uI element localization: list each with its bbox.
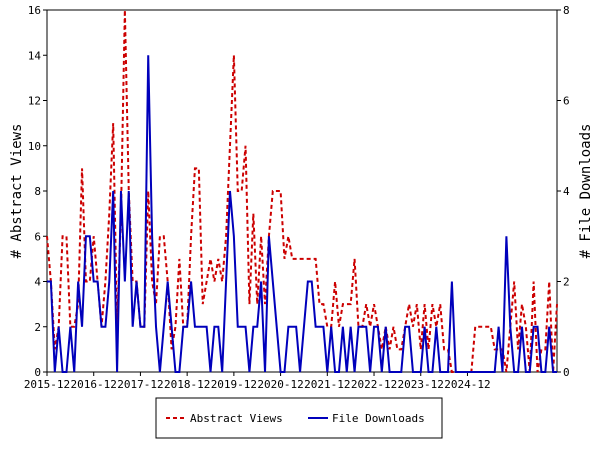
y-right-tick-label: 6 [563,95,570,108]
y-left-tick-label: 8 [34,185,41,198]
x-tick-label: 2022-12 [351,378,397,391]
series-layer [46,9,558,373]
y-left-tick-label: 16 [28,4,41,17]
axis-labels: # Abstract Views # File Downloads [9,124,594,259]
y-left-tick-label: 12 [28,95,41,108]
y-axis-right-title: # File Downloads [578,124,594,259]
x-tick-label: 2019-12 [211,378,257,391]
y-right-tick-label: 8 [563,4,570,17]
y-right-tick-label: 4 [563,185,570,198]
x-tick-label: 2017-12 [117,378,163,391]
legend-label-abstract-views: Abstract Views [190,412,283,425]
series-line-abstract-views [46,9,558,373]
series-line-file-downloads [47,55,557,373]
y-left-tick-label: 10 [28,140,41,153]
y-left-tick-label: 14 [28,49,42,62]
x-tick-label: 2020-12 [257,378,303,391]
legend: Abstract Views File Downloads [155,397,443,439]
x-tick-label: 2016-12 [71,378,117,391]
x-tick-label: 2024-12 [444,378,490,391]
legend-label-file-downloads: File Downloads [332,412,425,425]
y-right-tick-label: 2 [563,276,570,289]
y-right-tick-label: 0 [563,366,570,379]
y-left-tick-label: 0 [34,366,41,379]
y-axis-left-title: # Abstract Views [9,124,25,259]
y-left-tick-label: 6 [34,230,41,243]
y-left-tick-label: 2 [34,321,41,334]
x-tick-label: 2023-12 [398,378,444,391]
x-tick-label: 2015-12 [24,378,70,391]
legend-box [155,397,443,439]
y-left-tick-label: 4 [34,276,41,289]
x-tick-label: 2018-12 [164,378,210,391]
x-tick-label: 2021-12 [304,378,350,391]
